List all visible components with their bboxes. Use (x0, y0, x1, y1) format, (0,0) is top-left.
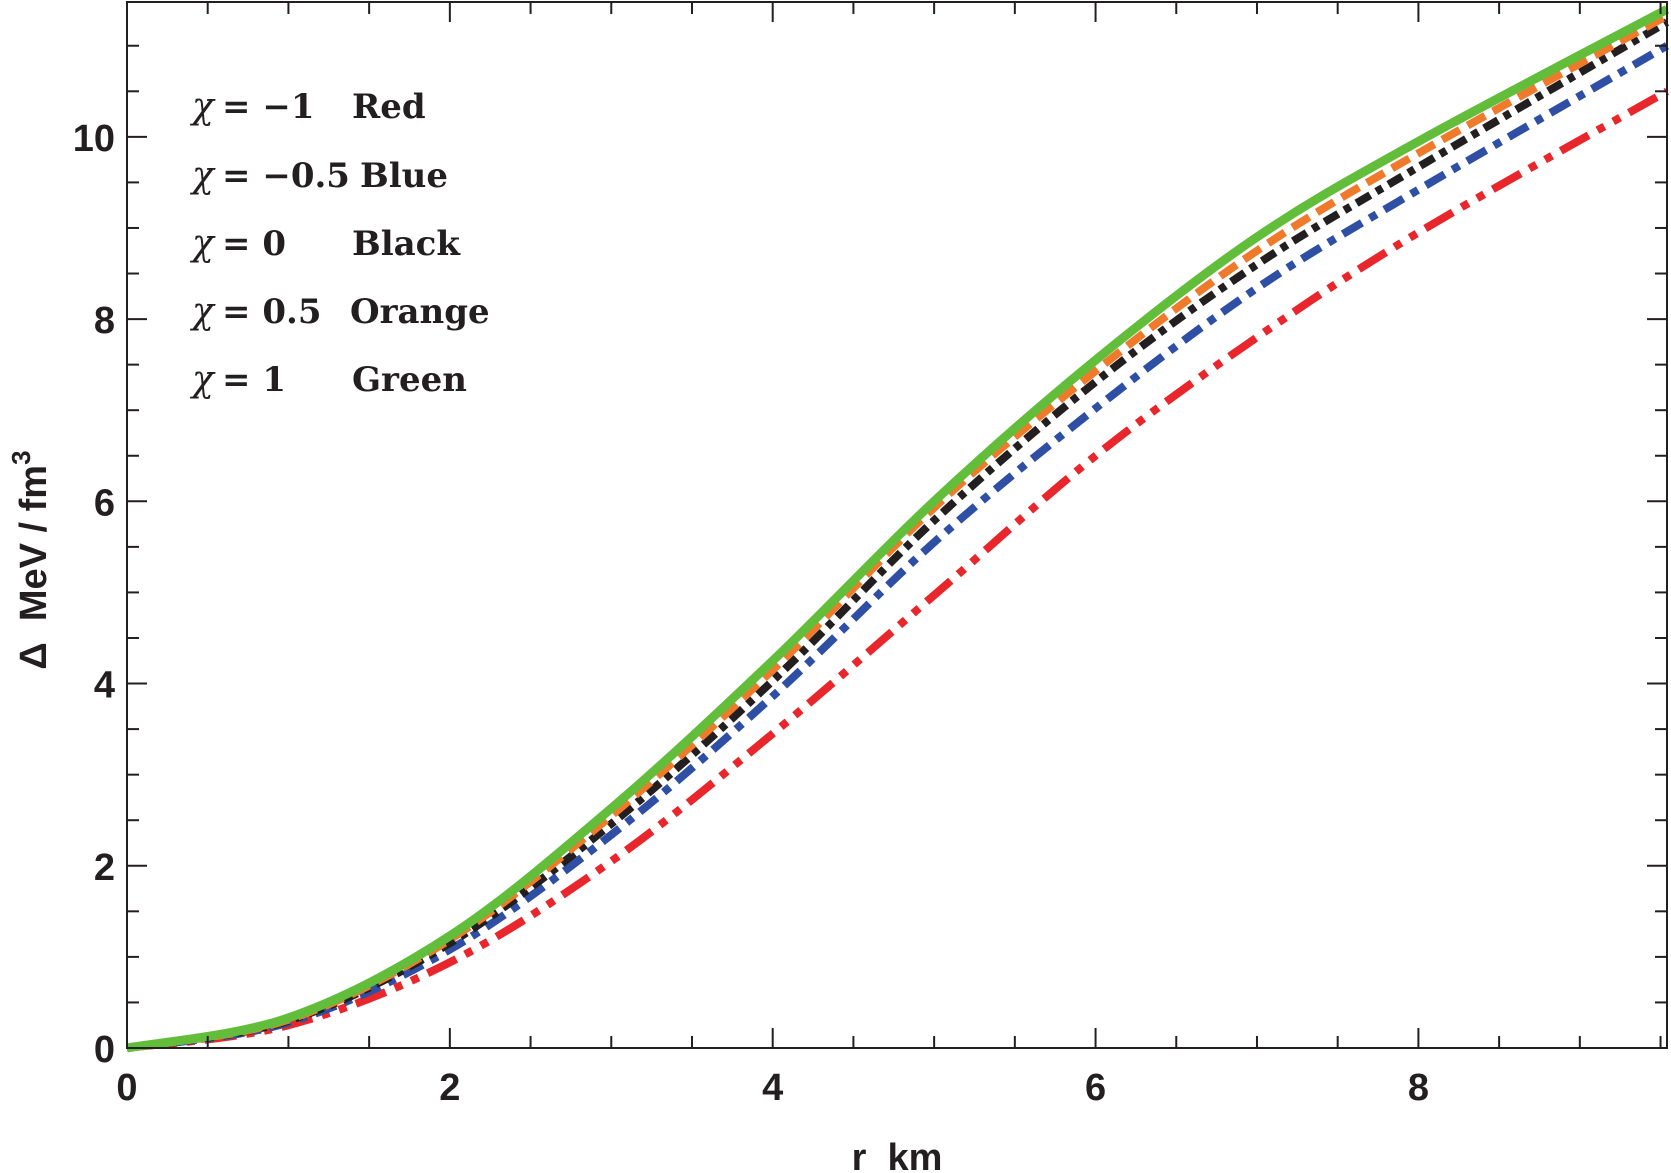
legend-entry: χ = 0 Black (189, 223, 461, 264)
y-axis-label-sup: 3 (6, 450, 36, 464)
legend-chi-value: = 0 (222, 224, 286, 264)
y-tick-label: 8 (94, 300, 115, 342)
y-axis-label-text: Δ MeV / fm (13, 465, 55, 670)
legend-entry: χ = −0.5 Blue (189, 155, 448, 196)
legend-chi-symbol: χ (189, 155, 216, 196)
legend-entry: χ = 0.5 Orange (189, 291, 490, 332)
legend-chi-value: = −0.5 (222, 156, 350, 196)
y-tick-label: 10 (73, 118, 115, 160)
legend-chi-symbol: χ (189, 291, 216, 332)
legend-color-label: Blue (360, 156, 448, 196)
legend-entry: χ = −1 Red (189, 86, 426, 127)
curves (126, 5, 1670, 1053)
x-tick-label: 2 (439, 1067, 460, 1109)
y-tick-label: 0 (94, 1029, 115, 1071)
legend-color-label: Black (352, 224, 461, 264)
legend-chi-symbol: χ (189, 86, 216, 127)
legend-color-label: Orange (350, 292, 490, 332)
series-line-blue (126, 42, 1670, 1052)
y-tick-label: 6 (94, 482, 115, 524)
y-axis-label: Δ MeV / fm3 (6, 450, 55, 669)
x-axis-label: r km (852, 1137, 943, 1173)
legend-color-label: Red (352, 87, 426, 127)
series-line-black (126, 18, 1670, 1052)
legend-chi-symbol: χ (189, 359, 216, 400)
plot-frame (126, 1, 1668, 1049)
series-line-red (126, 87, 1669, 1052)
legend-chi-symbol: χ (189, 223, 216, 264)
legend-chi-value: = −1 (222, 87, 314, 127)
y-tick-label: 4 (94, 665, 115, 707)
y-tick-label: 2 (94, 847, 115, 889)
x-tick-label: 4 (762, 1067, 783, 1109)
series-line-orange (126, 12, 1669, 1052)
series-line-green (126, 5, 1670, 1053)
legend-entry: χ = 1 Green (189, 359, 467, 400)
y-axis-label-group: Δ MeV / fm3 (6, 450, 55, 669)
x-tick-label: 0 (116, 1067, 137, 1109)
x-tick-label: 8 (1408, 1067, 1429, 1109)
legend-chi-value: = 0.5 (222, 292, 321, 332)
x-tick-label: 6 (1085, 1067, 1106, 1109)
ticks: 0 2 4 6 8 0 2 4 6 8 10 (73, 2, 1667, 1109)
legend-chi-value: = 1 (222, 360, 286, 400)
legend-color-label: Green (352, 360, 467, 400)
